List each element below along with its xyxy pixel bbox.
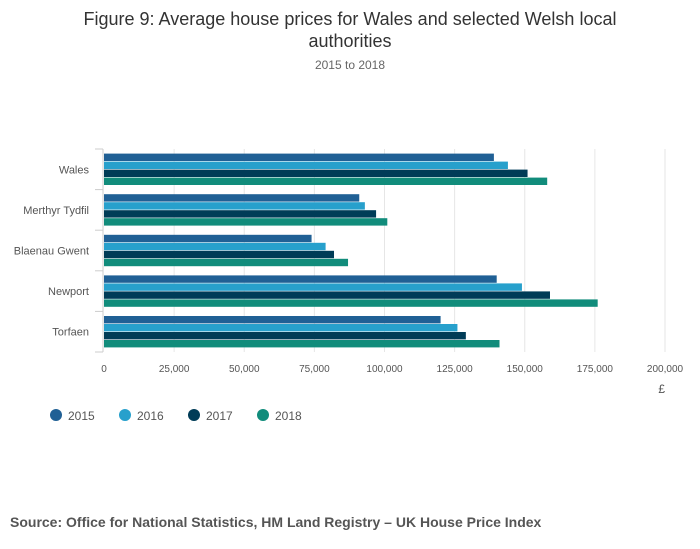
bar-merthyr-tydfil-2015 bbox=[104, 194, 360, 202]
legend-label-2016: 2016 bbox=[137, 409, 164, 423]
bar-blaenau-gwent-2018 bbox=[104, 258, 349, 267]
legend-marker-2017 bbox=[188, 409, 200, 421]
chart-subtitle: 2015 to 2018 bbox=[314, 58, 386, 72]
chart-title: Figure 9: Average house prices for Wales… bbox=[0, 8, 700, 52]
bar-newport-2016 bbox=[104, 283, 522, 291]
bar-newport-2015 bbox=[104, 275, 497, 283]
bar-torfaen-2018 bbox=[104, 340, 500, 348]
x-tick-label-2: 50,000 bbox=[229, 364, 260, 375]
x-axis-label: £ bbox=[658, 382, 665, 396]
bar-torfaen-2016 bbox=[104, 324, 458, 332]
legend-marker-2016 bbox=[119, 409, 131, 421]
x-tick-label-3: 75,000 bbox=[299, 364, 330, 375]
bar-merthyr-tydfil-2017 bbox=[104, 210, 377, 218]
bar-wales-2017 bbox=[104, 169, 528, 177]
x-tick-label-7: 175,000 bbox=[577, 364, 614, 375]
bar-wales-2015 bbox=[104, 153, 494, 161]
bar-newport-2017 bbox=[104, 291, 550, 299]
x-tick-label-1: 25,000 bbox=[159, 364, 190, 375]
x-tick-label-0: 0 bbox=[101, 364, 107, 375]
category-label-wales: Wales bbox=[59, 164, 90, 176]
bar-torfaen-2015 bbox=[104, 316, 441, 324]
category-label-newport: Newport bbox=[48, 286, 89, 298]
legend-label-2017: 2017 bbox=[206, 409, 233, 423]
bar-wales-2016 bbox=[104, 161, 508, 169]
category-label-torfaen: Torfaen bbox=[52, 327, 89, 339]
legend-marker-2015 bbox=[50, 409, 62, 421]
bar-blaenau-gwent-2015 bbox=[104, 234, 312, 243]
bar-blaenau-gwent-2017 bbox=[104, 250, 335, 259]
x-tick-label-4: 100,000 bbox=[366, 364, 403, 375]
bar-newport-2018 bbox=[104, 299, 598, 307]
source-note: Source: Office for National Statistics, … bbox=[10, 514, 542, 530]
x-tick-label-8: 200,000 bbox=[647, 364, 684, 375]
chart-title-line-2: authorities bbox=[308, 31, 392, 51]
x-tick-label-6: 150,000 bbox=[507, 364, 544, 375]
bar-merthyr-tydfil-2018 bbox=[104, 218, 388, 226]
category-label-merthyr-tydfil: Merthyr Tydfil bbox=[23, 205, 89, 217]
category-label-blaenau-gwent: Blaenau Gwent bbox=[14, 246, 89, 258]
x-tick-label-5: 125,000 bbox=[437, 364, 474, 375]
bar-torfaen-2017 bbox=[104, 332, 466, 340]
bar-blaenau-gwent-2016 bbox=[104, 242, 326, 251]
legend-marker-2018 bbox=[257, 409, 269, 421]
bar-merthyr-tydfil-2016 bbox=[104, 202, 365, 210]
legend-label-2018: 2018 bbox=[275, 409, 302, 423]
legend-label-2015: 2015 bbox=[68, 409, 95, 423]
bar-wales-2018 bbox=[104, 177, 548, 185]
chart-title-line-1: Figure 9: Average house prices for Wales… bbox=[83, 9, 617, 29]
